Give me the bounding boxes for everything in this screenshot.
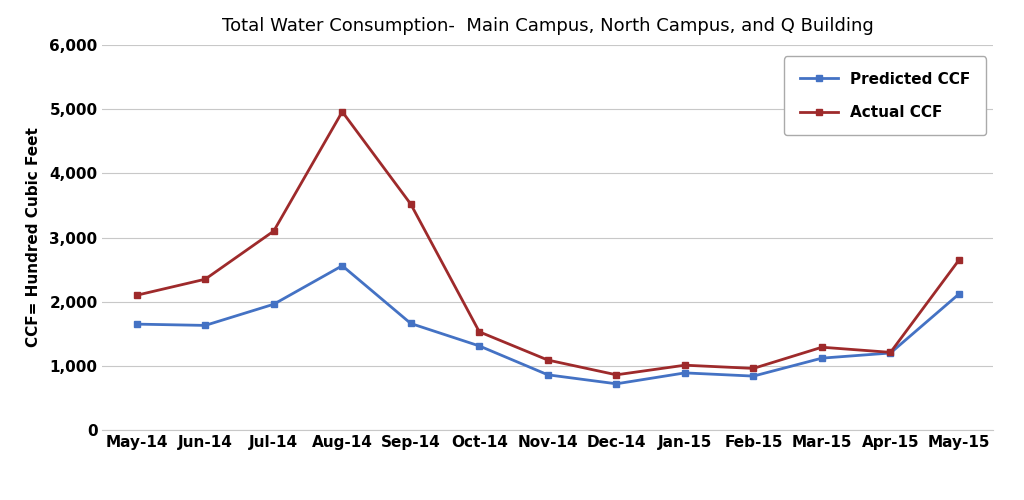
Line: Predicted CCF: Predicted CCF (133, 262, 963, 388)
Line: Actual CCF: Actual CCF (133, 108, 963, 378)
Actual CCF (610, 372, 623, 378)
Predicted CCF (130, 321, 142, 327)
Actual CCF (816, 344, 828, 350)
Predicted CCF (748, 373, 760, 379)
Actual CCF (542, 357, 554, 363)
Actual CCF (473, 329, 485, 335)
Y-axis label: CCF= Hundred Cubic Feet: CCF= Hundred Cubic Feet (26, 128, 41, 348)
Actual CCF (679, 362, 691, 368)
Predicted CCF (473, 343, 485, 349)
Actual CCF (199, 276, 211, 282)
Predicted CCF (679, 370, 691, 376)
Predicted CCF (953, 291, 966, 297)
Legend: Predicted CCF, Actual CCF: Predicted CCF, Actual CCF (784, 56, 986, 136)
Actual CCF (885, 350, 897, 356)
Predicted CCF (885, 350, 897, 356)
Predicted CCF (267, 301, 280, 307)
Actual CCF (130, 292, 142, 298)
Title: Total Water Consumption-  Main Campus, North Campus, and Q Building: Total Water Consumption- Main Campus, No… (222, 17, 873, 35)
Actual CCF (953, 257, 966, 263)
Predicted CCF (610, 381, 623, 387)
Predicted CCF (816, 355, 828, 361)
Predicted CCF (199, 322, 211, 328)
Predicted CCF (404, 320, 417, 326)
Actual CCF (748, 366, 760, 372)
Predicted CCF (336, 262, 348, 268)
Actual CCF (267, 228, 280, 234)
Predicted CCF (542, 372, 554, 378)
Actual CCF (336, 108, 348, 114)
Actual CCF (404, 201, 417, 207)
